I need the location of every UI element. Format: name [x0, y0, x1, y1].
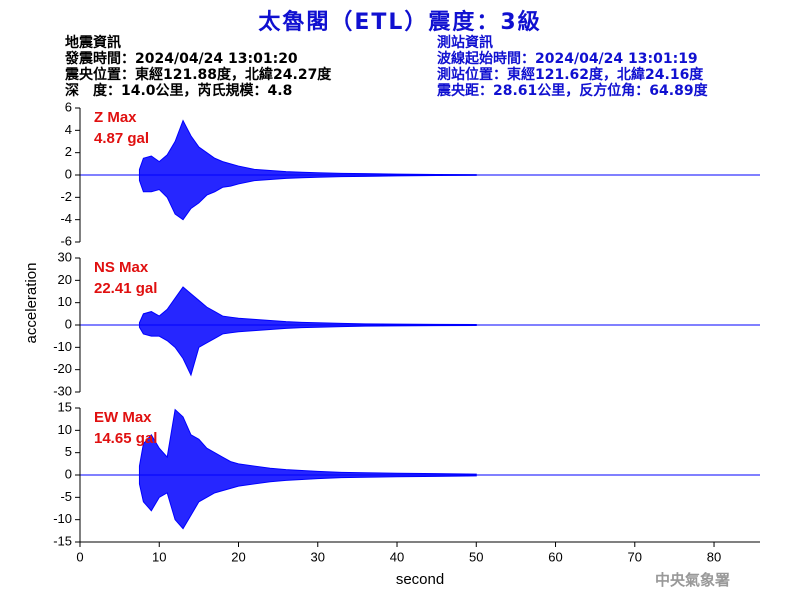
y-tick-label: 0: [65, 166, 72, 181]
x-tick-label: 10: [152, 549, 166, 564]
title: 太魯閣（ETL）震度：3級: [258, 10, 542, 35]
waveform-area: [138, 119, 477, 176]
info-line: 波線起始時間：2024/04/24 13:01:19: [437, 51, 698, 67]
waveform-area: [138, 286, 477, 326]
y-tick-label: 0: [65, 316, 72, 331]
x-tick-label: 50: [469, 549, 483, 564]
info-line: 震央位置：東經121.88度，北緯24.27度: [65, 67, 332, 83]
annotation: 14.65 gal: [94, 430, 157, 447]
info-line: 地震資訊: [65, 35, 121, 51]
x-tick-label: 60: [548, 549, 562, 564]
station-info: 測站資訊 波線起始時間：2024/04/24 13:01:19 測站位置：東經1…: [437, 35, 708, 99]
x-tick-label: 40: [390, 549, 404, 564]
y-tick-label: 6: [65, 99, 72, 114]
waveform-area: [138, 174, 477, 221]
waveform-area: [138, 324, 477, 377]
x-tick-label: 20: [231, 549, 245, 564]
waveform-area: [138, 474, 477, 530]
x-tick-label: 70: [628, 549, 642, 564]
info-line: 深 度：14.0公里，芮氏規模：4.8: [65, 83, 293, 99]
y-tick-label: 5: [65, 444, 72, 459]
x-tick-label: 80: [707, 549, 721, 564]
waveform-area: [138, 408, 477, 476]
info-line: 測站資訊: [437, 35, 493, 51]
y-tick-label: -15: [53, 533, 72, 548]
x-axis-label: second: [396, 571, 444, 588]
y-tick-label: 15: [58, 399, 72, 414]
y-tick-label: -6: [60, 233, 72, 248]
annotation: Z Max: [94, 109, 137, 126]
annotation: 22.41 gal: [94, 280, 157, 297]
y-tick-label: 30: [58, 249, 72, 264]
y-tick-label: 2: [65, 144, 72, 159]
annotation: NS Max: [94, 259, 149, 276]
info-line: 發震時間：2024/04/24 13:01:20: [65, 51, 298, 67]
y-tick-label: -4: [60, 211, 72, 226]
y-tick-label: -5: [60, 489, 72, 504]
footer: 中央氣象署: [655, 571, 731, 589]
y-tick-label: -10: [53, 339, 72, 354]
y-tick-label: 0: [65, 466, 72, 481]
y-tick-label: 10: [58, 422, 72, 437]
info-line: 震央距：28.61公里，反方位角：64.89度: [437, 83, 708, 99]
y-tick-label: -30: [53, 383, 72, 398]
event-info: 地震資訊 發震時間：2024/04/24 13:01:20 震央位置：東經121…: [65, 35, 331, 99]
annotation: EW Max: [94, 409, 152, 426]
annotation: 4.87 gal: [94, 130, 149, 147]
y-tick-label: -10: [53, 511, 72, 526]
y-tick-label: 10: [58, 294, 72, 309]
y-tick-label: -2: [60, 189, 72, 204]
y-axis-label: acceleration: [23, 263, 40, 344]
x-tick-label: 30: [311, 549, 325, 564]
y-tick-label: 20: [58, 272, 72, 287]
info-line: 測站位置：東經121.62度，北緯24.16度: [437, 67, 704, 83]
x-tick-label: 0: [76, 549, 83, 564]
y-tick-label: -20: [53, 361, 72, 376]
y-tick-label: 4: [65, 122, 72, 137]
